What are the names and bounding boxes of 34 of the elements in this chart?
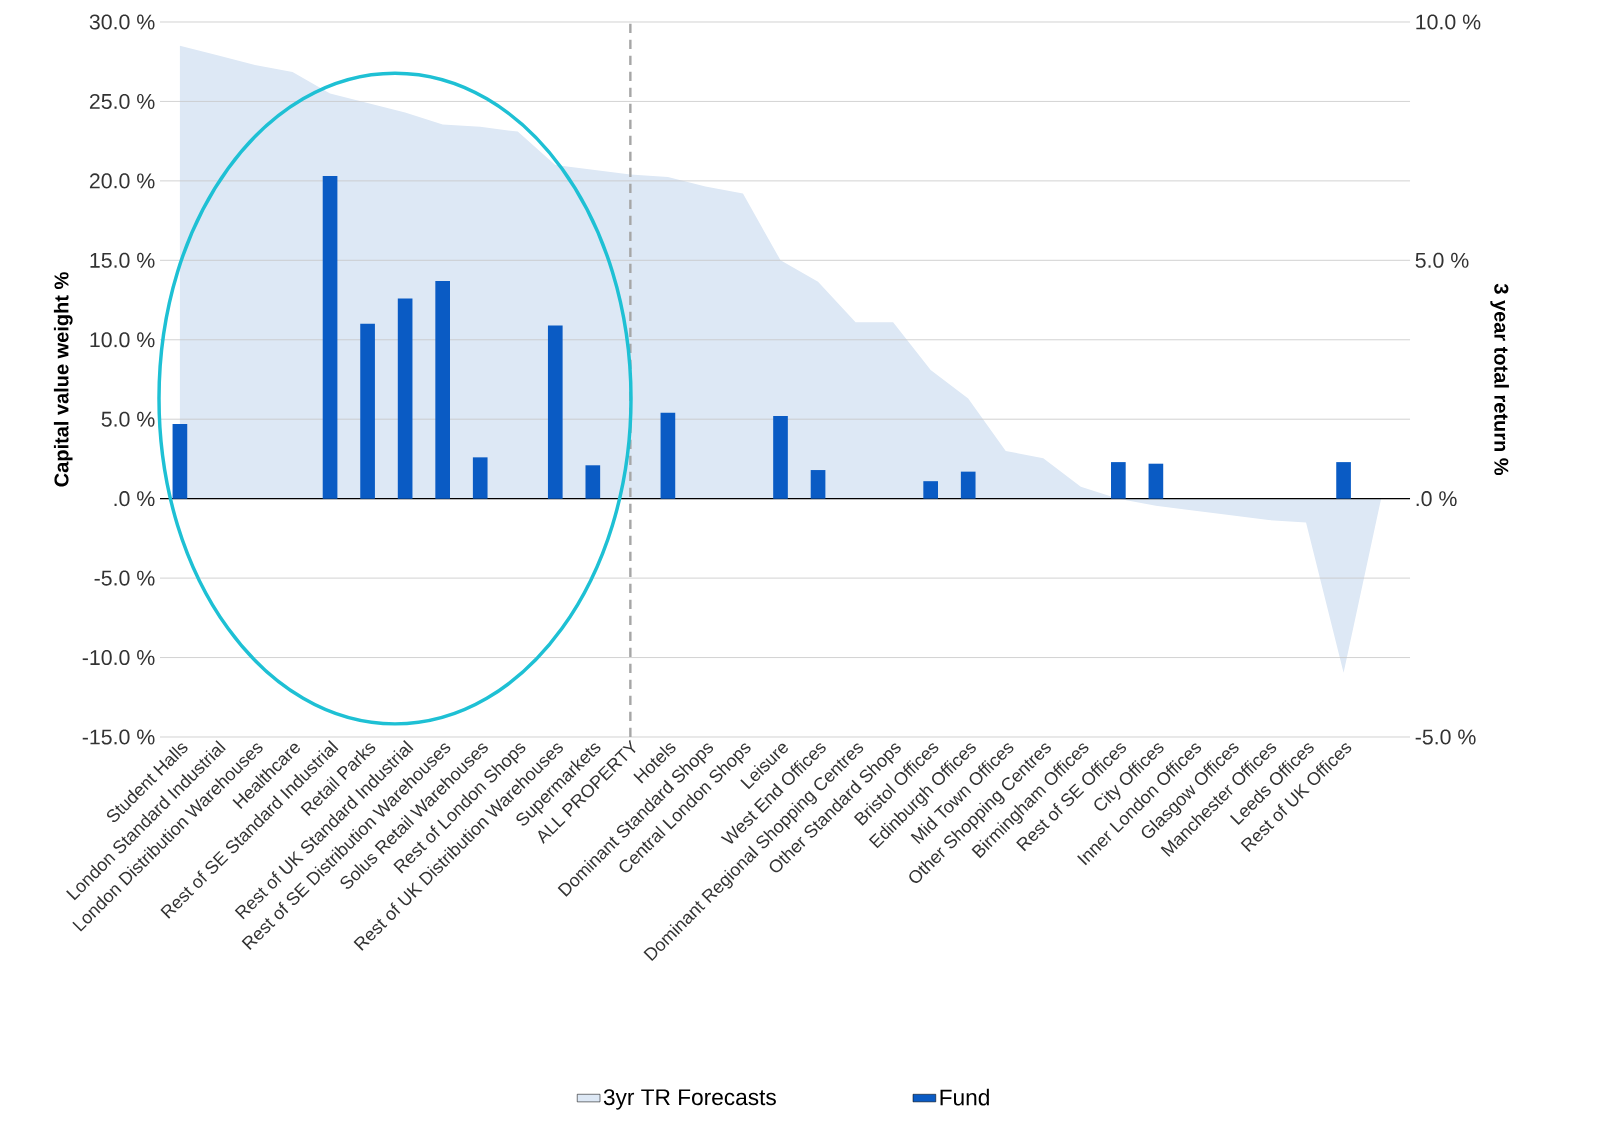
- y-tick-label: 5.0 %: [101, 411, 155, 427]
- y2-axis-title: 3 year total return %: [1490, 283, 1509, 476]
- y-tick-label: -10.0 %: [82, 650, 155, 666]
- bar: [472, 457, 488, 499]
- bar: [435, 280, 450, 499]
- y2-tick-label: 5.0 %: [1415, 252, 1469, 268]
- y-tick-label: 30.0 %: [89, 14, 155, 30]
- legend-label: 3yr TR Forecasts: [603, 1089, 776, 1110]
- y-tick-label: 10.0 %: [90, 332, 155, 348]
- bar: [322, 176, 338, 499]
- bar: [360, 323, 375, 499]
- bar: [1148, 463, 1164, 499]
- y-tick-label: -5.0 %: [94, 570, 155, 586]
- y-tick-label: -15.0 %: [82, 729, 155, 745]
- legend-label: Fund: [940, 1088, 989, 1106]
- bar: [773, 416, 788, 499]
- bar: [960, 471, 976, 499]
- bar: [1336, 462, 1351, 499]
- bar: [547, 325, 563, 499]
- y-axis-title: Capital value weight %: [53, 272, 73, 487]
- bar: [172, 423, 188, 499]
- bar: [660, 412, 676, 499]
- y2-tick-label: -5.0 %: [1415, 729, 1476, 745]
- y2-tick-label: 10.0 %: [1416, 14, 1481, 30]
- y-tick-label: .0 %: [114, 491, 155, 507]
- y-tick-label: 15.0 %: [90, 252, 155, 268]
- y-tick-label: 25.0 %: [89, 93, 155, 109]
- y2-tick-label: .0 %: [1416, 491, 1457, 507]
- bar: [397, 298, 413, 499]
- y-tick-label: 20.0 %: [89, 173, 155, 189]
- bar: [585, 465, 601, 499]
- bar: [923, 481, 938, 499]
- bar: [810, 470, 826, 499]
- bar: [1111, 462, 1126, 499]
